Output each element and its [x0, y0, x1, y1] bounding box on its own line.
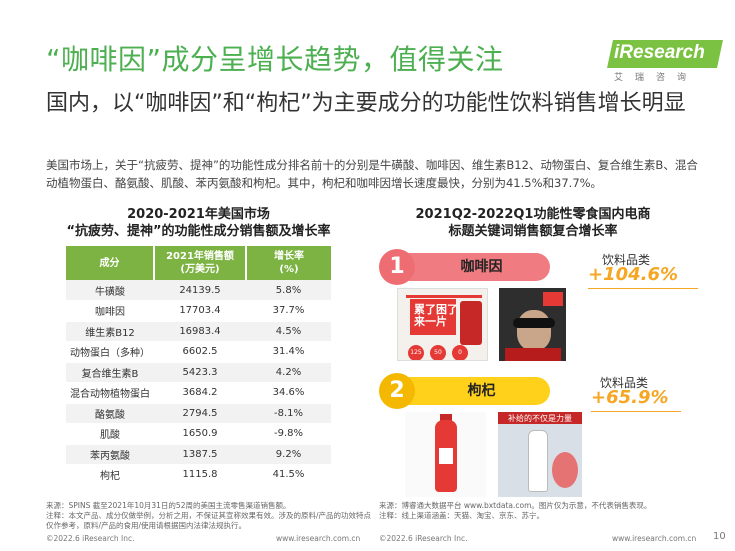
table-cell-sales: 24139.5 [154, 280, 246, 301]
brand-mark [543, 292, 563, 306]
table-cell-sales: 1387.5 [154, 444, 246, 465]
table-cell-name: 复合维生素B [66, 362, 154, 383]
keyword-pill-caffeine: 1 咖啡因 [379, 249, 550, 285]
table-cell-name: 维生素B12 [66, 321, 154, 342]
growth-value: +104.6% [588, 264, 679, 285]
table-row: 动物蛋白（多种） 6602.5 31.4% [66, 341, 331, 363]
table-row: 维生素B12 16983.4 4.5% [66, 321, 331, 342]
sunglasses [513, 318, 555, 328]
product-image-goji-drink: 补给的不仅是力量 [498, 412, 582, 497]
table-row: 复合维生素B 5423.3 4.2% [66, 362, 331, 383]
jersey [505, 348, 561, 361]
table-cell-growth: 34.6% [246, 382, 331, 404]
growth-value: +65.9% [591, 387, 669, 408]
logo-text: iResearch [614, 42, 705, 63]
table-cell-name: 动物蛋白（多种） [66, 341, 154, 363]
rank-badge: 1 [379, 249, 415, 285]
product-banner [498, 412, 582, 424]
iresearch-logo: iResearch 艾瑞咨询 [607, 40, 723, 84]
product-image-red-bottle [405, 412, 486, 497]
source-note-right: 来源：博睿通大数据平台 www.bxtdata.com。图片仅为示意，不代表销售… [379, 501, 652, 520]
table-cell-growth: -8.1% [246, 403, 331, 424]
athlete-face [517, 310, 551, 350]
bottle-cap [440, 414, 452, 422]
bottle-label [439, 448, 453, 464]
badge: 125 [408, 345, 424, 360]
header-ingredient: 成分 [66, 246, 155, 280]
table-cell-sales: 6602.5 [154, 341, 246, 363]
right-title-line2: 标题关键词销售额复合增长率 [448, 224, 618, 239]
growth-underline [591, 411, 681, 412]
table-cell-sales: 3684.2 [154, 382, 246, 404]
product-slogan: 累了困了 来一片 [414, 303, 458, 328]
table-cell-sales: 1115.8 [154, 464, 246, 486]
badge: 50 [430, 345, 446, 360]
table-row: 苯丙氨酸 1387.5 9.2% [66, 444, 331, 465]
keyword-label: 咖啡因 [460, 259, 503, 275]
logo-subtext: 艾瑞咨询 [614, 73, 699, 83]
table-title-line2: “抗疲劳、提神”的功能性成分销售额及增长率 [66, 224, 331, 239]
table-row: 牛磺酸 24139.5 5.8% [66, 280, 331, 301]
table-row: 酪氨酸 2794.5 -8.1% [66, 403, 331, 424]
badge: 0 [452, 345, 468, 360]
page-number: 10 [713, 531, 726, 542]
table-cell-name: 酪氨酸 [66, 403, 154, 424]
right-title-line1: 2021Q2-2022Q1功能性零食国内电商 [415, 207, 651, 222]
table-cell-sales: 17703.4 [154, 300, 246, 322]
sales-table: 成分 2021年销售额 (万美元) 增长率 (%) 牛磺酸 24139.5 5.8% 咖啡… [66, 246, 331, 486]
table-title: 2020-2021年美国市场 “抗疲劳、提神”的功能性成分销售额及增长率 [46, 206, 351, 240]
table-row: 枸杞 1115.8 41.5% [66, 464, 331, 486]
product-badges: 125 50 0 [406, 345, 486, 360]
table-cell-growth: 41.5% [246, 464, 331, 486]
growth-underline [588, 288, 698, 289]
table-cell-growth: 4.2% [246, 362, 331, 383]
table-cell-sales: 1650.9 [154, 423, 246, 445]
table-row: 咖啡因 17703.4 37.7% [66, 300, 331, 322]
table-cell-sales: 2794.5 [154, 403, 246, 424]
table-cell-growth: 5.8% [246, 280, 331, 301]
keyword-label: 枸杞 [467, 383, 496, 399]
footer-url[interactable]: www.iresearch.com.cn [612, 534, 697, 543]
footer-copyright: ©2022.6 iResearch Inc. [46, 534, 135, 543]
product-banner-text: 补给的不仅是力量 [508, 414, 572, 423]
table-row: 肌酸 1650.9 -9.8% [66, 423, 331, 445]
header-sales: 2021年销售额 (万美元) [154, 246, 247, 280]
product-can [460, 301, 482, 345]
page-subtitle: 国内，以“咖啡因”和“枸杞”为主要成分的功能性饮料销售增长明显 [46, 91, 686, 116]
source-note-left: 来源：SPINS 截至2021年10月31日的52周的美国主流零售渠道销售额。 … [46, 501, 372, 530]
intro-paragraph: 美国市场上，关于“抗疲劳、提神”的功能性成分排名前十的分别是牛磺酸、咖啡因、维生… [46, 158, 698, 190]
table-cell-growth: 4.5% [246, 321, 331, 342]
bottle [528, 430, 548, 492]
category-label: 饮料品类 [600, 376, 649, 390]
table-cell-name: 枸杞 [66, 464, 154, 486]
goji-berries [552, 452, 578, 488]
table-cell-growth: 9.2% [246, 444, 331, 465]
table-cell-name: 牛磺酸 [66, 280, 154, 301]
product-stripe [406, 295, 482, 298]
product-banner [410, 299, 456, 335]
rank-badge: 2 [379, 373, 415, 409]
right-panel-title: 2021Q2-2022Q1功能性零食国内电商 标题关键词销售额复合增长率 [378, 206, 688, 240]
footer-url[interactable]: www.iresearch.com.cn [276, 534, 361, 543]
footer-copyright: ©2022.6 iResearch Inc. [379, 534, 468, 543]
table-cell-growth: 31.4% [246, 341, 331, 363]
table-cell-name: 苯丙氨酸 [66, 444, 154, 465]
table-cell-name: 咖啡因 [66, 300, 154, 322]
table-row: 混合动物植物蛋白 3684.2 34.6% [66, 382, 331, 404]
table-cell-name: 肌酸 [66, 423, 154, 445]
category-label: 饮料品类 [602, 253, 651, 267]
table-header-row: 成分 2021年销售额 (万美元) 增长率 (%) [66, 246, 331, 280]
table-cell-growth: 37.7% [246, 300, 331, 322]
table-cell-growth: -9.8% [246, 423, 331, 445]
keyword-pill-goji: 2 枸杞 [379, 373, 550, 409]
table-cell-sales: 5423.3 [154, 362, 246, 383]
product-image-energy-tablet: 累了困了 来一片 125 50 0 [397, 288, 488, 361]
table-cell-name: 混合动物植物蛋白 [66, 382, 154, 404]
header-growth: 增长率 (%) [246, 246, 331, 280]
table-title-line1: 2020-2021年美国市场 [127, 207, 270, 222]
table-cell-sales: 16983.4 [154, 321, 246, 342]
product-image-cyclist [499, 288, 566, 361]
page-title: “咖啡因”成分呈增长趋势，值得关注 [46, 43, 504, 76]
